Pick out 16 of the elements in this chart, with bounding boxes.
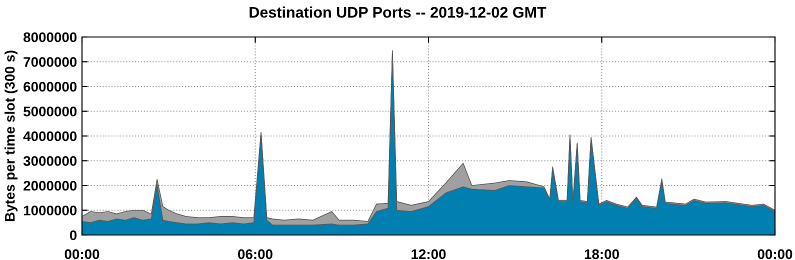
x-tick-label: 06:00	[238, 249, 272, 260]
y-tick-label: 3000000	[23, 156, 77, 166]
y-tick-label: 2000000	[24, 180, 77, 191]
y-tick-label: 0	[70, 230, 77, 240]
y-tick-label: 5000000	[24, 106, 77, 116]
y-tick-label: 8000000	[24, 32, 77, 42]
x-tick-label: 00:00	[64, 249, 100, 260]
y-tick-label: 1000000	[24, 206, 77, 216]
y-axis-title: Bytes per time slot (300 s)	[4, 50, 18, 222]
y-tick-label: 7000000	[24, 57, 77, 67]
x-tick-label: 12:00	[412, 249, 446, 260]
x-tick-label: 00:00	[758, 249, 792, 260]
x-tick-label: 18:00	[584, 249, 619, 260]
y-tick-label: 6000000	[24, 82, 77, 92]
chart-title: Destination UDP Ports -- 2019-12-02 GMT	[250, 6, 546, 18]
y-tick-label: 4000000	[23, 131, 77, 142]
